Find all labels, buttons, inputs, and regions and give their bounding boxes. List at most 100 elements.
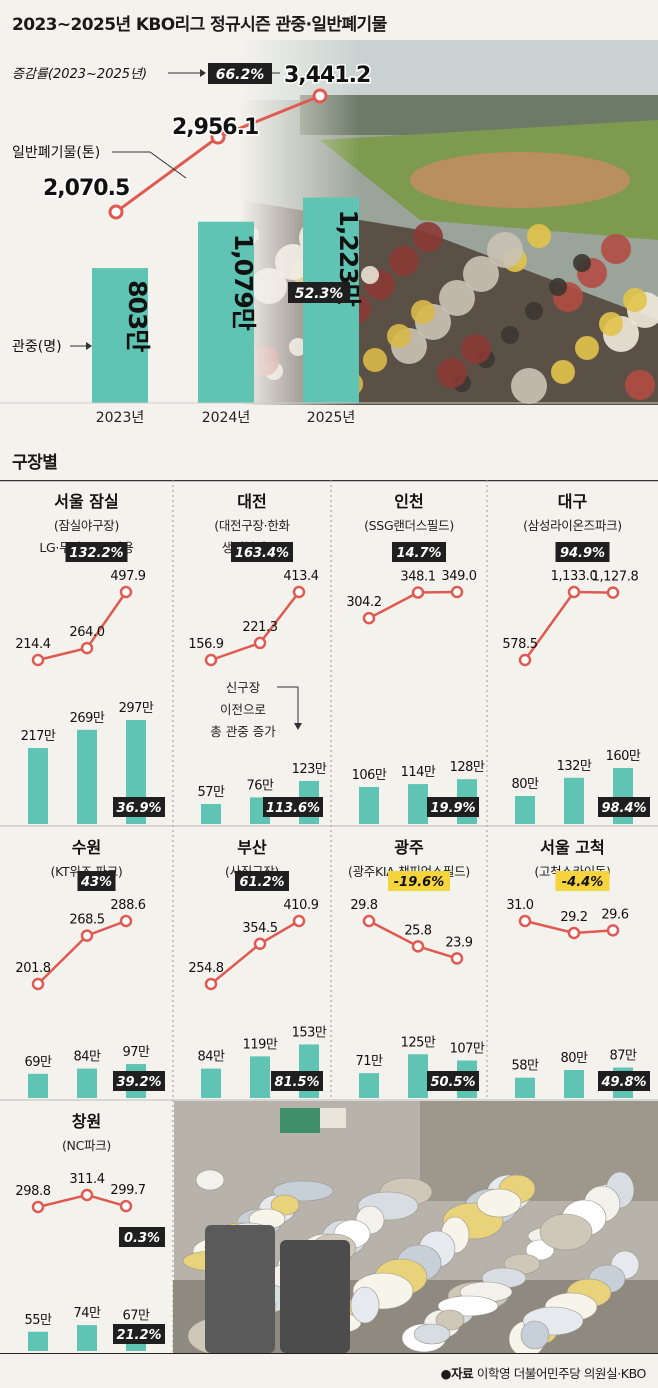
waste-point xyxy=(253,636,267,650)
waste-value: 221.3 xyxy=(242,620,277,635)
attendance-value: 80만 xyxy=(560,1051,588,1066)
waste-value: 311.4 xyxy=(69,1172,104,1187)
stadium-name: 대전 xyxy=(237,492,266,511)
attendance-value: 153만 xyxy=(292,1025,327,1040)
attendance-bar xyxy=(92,268,148,403)
section-title: 구장별 xyxy=(12,453,58,473)
waste-growth-badge xyxy=(555,542,610,562)
attendance-growth-text: 98.4% xyxy=(601,801,646,816)
waste-value: 299.7 xyxy=(110,1183,145,1198)
photo-trash-bin xyxy=(280,1240,350,1353)
note-arrow xyxy=(294,723,302,730)
photo-trash-bag xyxy=(195,1169,225,1191)
attendance-bar xyxy=(408,1054,428,1098)
waste-point xyxy=(567,585,581,599)
waste-point xyxy=(606,586,620,599)
waste-point xyxy=(80,641,94,655)
waste-point xyxy=(119,1199,133,1213)
waste-point xyxy=(253,937,267,951)
attendance-bar xyxy=(77,1325,97,1351)
stadium-grid: 서울 잠실(잠실야구장)LG·두산 공동 사용217만269만297만36.9%… xyxy=(0,479,658,1358)
attendance-bar xyxy=(564,777,584,824)
waste-value: 349.0 xyxy=(441,569,476,584)
stadium-panel: 부산(사직구장)84만119만153만81.5%254.8354.5410.96… xyxy=(188,838,327,1098)
waste-value: 156.9 xyxy=(188,637,223,652)
stadium-panel: 대구 (삼성라이온즈파크) 80만 132만 160만 98.4% 578.5 1,133.0… xyxy=(502,492,650,824)
waste-value: 25.8 xyxy=(404,923,431,938)
top-chart-svg: 803만2023년1,079만2024년1,223만2025년2,070.52,… xyxy=(0,40,658,426)
top-chart: 803만 2023년 1,079만 2024년 1,223만 2025년 2,070.5 2,… xyxy=(0,0,658,430)
waste-growth-text: -19.6% xyxy=(394,875,445,890)
waste-value: 1,127.8 xyxy=(592,570,639,585)
waste-growth-text: 163.4% xyxy=(235,546,289,561)
waste-point xyxy=(292,585,306,599)
photo-crowd-person xyxy=(413,222,443,252)
photo-crowd-person xyxy=(551,360,575,384)
waste-value: 288.6 xyxy=(110,898,145,913)
stadium-venue: (SSG랜더스필드) xyxy=(364,518,454,533)
photo-crowd-person xyxy=(389,246,419,276)
waste-growth-text: 61.2% xyxy=(239,875,284,890)
waste-growth-badge xyxy=(235,871,289,891)
attendance-bar xyxy=(28,1331,48,1351)
attendance-value: 58만 xyxy=(511,1059,539,1074)
note-leader xyxy=(277,686,299,725)
attendance-growth-text: 21.2% xyxy=(116,1328,161,1343)
attendance-growth-badge xyxy=(598,797,650,817)
photo-crowd-person xyxy=(487,232,523,268)
waste-value: 268.5 xyxy=(69,913,104,928)
attendance-bar xyxy=(250,1056,270,1098)
attendance-bar xyxy=(28,748,48,824)
photo-crowd-person xyxy=(573,254,591,272)
attendance-value: 132만 xyxy=(557,759,592,774)
waste-point xyxy=(362,914,376,928)
photo-crowd-person xyxy=(387,324,411,348)
waste-point xyxy=(31,1200,45,1214)
stadium-name: 수원 xyxy=(72,838,101,857)
waste-point xyxy=(362,611,376,625)
stadium-name: 대구 xyxy=(558,492,588,511)
waste-point xyxy=(292,914,306,928)
waste-value: 23.9 xyxy=(445,935,472,950)
attendance-arrow xyxy=(86,342,92,350)
stadium-venue: (NC파크) xyxy=(62,1138,111,1153)
photo-trash-bin xyxy=(205,1225,275,1353)
photo-crowd-person xyxy=(575,336,599,360)
photo-crowd-person xyxy=(511,368,547,404)
attendance-value: 87만 xyxy=(609,1049,637,1064)
waste-point xyxy=(606,924,620,937)
waste-growth-text: 132.2% xyxy=(69,546,123,561)
attendance-value: 297만 xyxy=(119,701,154,716)
waste-value: 410.9 xyxy=(283,898,318,913)
waste-value: 214.4 xyxy=(15,637,50,652)
attendance-bar xyxy=(77,729,97,824)
attendance-value: 269만 xyxy=(70,711,105,726)
attendance-value: 114만 xyxy=(401,765,436,780)
attendance-growth-text: 50.5% xyxy=(430,1075,475,1090)
attendance-growth-badge xyxy=(113,1324,165,1344)
stadium-note: 신구장 xyxy=(226,680,261,695)
attendance-label: 관중(명) xyxy=(12,339,62,355)
photo-crowd-person xyxy=(501,326,519,344)
waste-point xyxy=(80,929,94,942)
attendance-value: 71만 xyxy=(355,1054,383,1069)
attendance-value: 128만 xyxy=(450,760,485,775)
attendance-bar xyxy=(564,1070,584,1098)
stadium-venue: (잠실야구장) xyxy=(54,518,119,533)
stadium-grid-svg: 서울 잠실(잠실야구장)LG·두산 공동 사용217만269만297만36.9%… xyxy=(0,479,658,1358)
attendance-bar xyxy=(28,1073,48,1098)
attendance-bar xyxy=(359,786,379,824)
attendance-value: 217만 xyxy=(21,729,56,744)
attendance-value: 160만 xyxy=(606,749,641,764)
source-text: 이학영 더불어민주당 의원실·KBO xyxy=(476,1366,647,1381)
photo-trash-bag xyxy=(539,1213,593,1251)
attendance-value: 84만 xyxy=(73,1050,101,1065)
attendance-growth-text: 36.9% xyxy=(116,801,161,816)
waste-growth-text: 66.2% xyxy=(216,67,265,83)
waste-point xyxy=(411,940,425,953)
attendance-growth-text: 49.8% xyxy=(600,1075,646,1090)
photo-crowd-person xyxy=(461,334,491,364)
waste-growth-text: -4.4% xyxy=(562,875,603,890)
waste-growth-text: 0.3% xyxy=(124,1231,160,1246)
